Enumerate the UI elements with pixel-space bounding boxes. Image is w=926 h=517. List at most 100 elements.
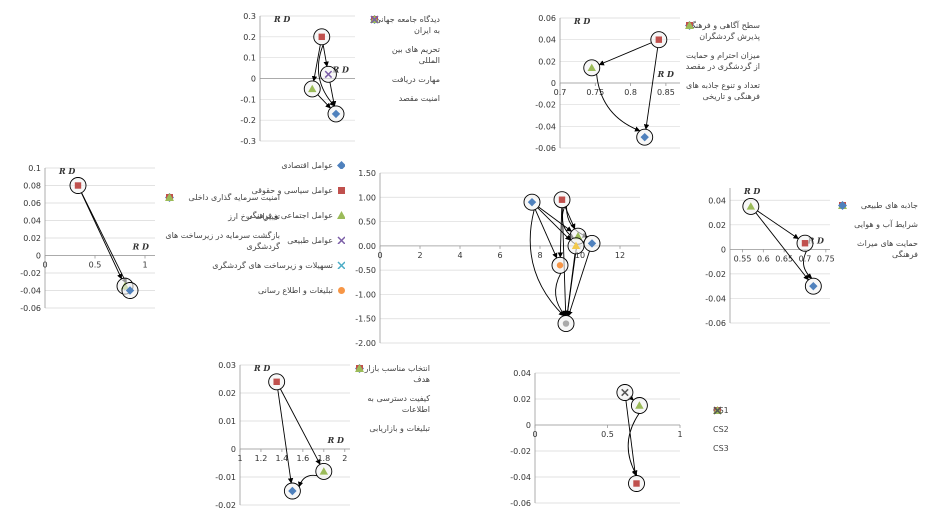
legend-marker-shape — [337, 211, 345, 219]
x-tick-label: 1.8 — [317, 454, 330, 463]
data-point — [801, 240, 809, 247]
chart-bottom-left: 0.03 0.02 0.01 0 -0.01 -0.02 1 1.2 1.4 1.6 1.8 2 R D… — [205, 355, 430, 515]
legend-label: CS2 — [713, 425, 729, 434]
legend-item: شرایط آب و هوایی — [838, 201, 918, 230]
x-tick-label: 0 — [377, 251, 382, 260]
causal-arrow — [755, 212, 809, 281]
legend: سطح آگاهی و فرهنگ پذیرش گردشگران میزان اح… — [685, 20, 760, 110]
legend-marker-shape — [355, 364, 364, 372]
data-point — [527, 197, 537, 207]
legend-marker-shape — [685, 21, 694, 29]
chart-top-center: 0.3 0.2 0.1 0 -0.1 -0.2 -0.3 R D R D دیدگاه جامعه… — [230, 8, 440, 148]
causal-arrow — [803, 250, 813, 279]
x-tick-label: 0.85 — [657, 88, 675, 97]
data-point — [571, 241, 581, 250]
y-tick-label: -0.02 — [510, 447, 531, 456]
legend-item: تبلیغات و بازاریابی — [355, 364, 430, 434]
legend-item: تعداد و تنوع جاذبه های فرهنگی و تاریخی — [685, 21, 760, 102]
data-point — [746, 202, 756, 210]
legend-marker — [337, 236, 345, 244]
legend-label: انتخاب مناسب بازار هدف — [364, 364, 430, 384]
legend-label: تسهیلات و زیرساخت های گردشگری — [212, 261, 333, 270]
y-tick-label: 0 — [231, 445, 236, 454]
data-point — [633, 480, 640, 487]
data-point — [655, 36, 663, 43]
data-point — [587, 239, 597, 248]
x-tick-label: 1.4 — [276, 454, 289, 463]
legend-marker-shape — [337, 236, 345, 244]
y-tick-label: -0.1 — [240, 95, 256, 104]
causal-arrow — [317, 44, 335, 107]
legend-marker — [337, 261, 345, 269]
legend-label: جاذبه های طبیعی — [860, 201, 918, 210]
causal-arrow — [80, 192, 123, 280]
data-point — [125, 286, 135, 295]
y-tick-label: -0.06 — [535, 144, 556, 153]
data-point — [562, 320, 570, 327]
data-point — [74, 182, 82, 189]
legend-marker-shape — [838, 201, 847, 210]
legend-label: تحریم های بین المللی — [391, 45, 440, 65]
x-tick-label: 4 — [457, 251, 462, 260]
x-tick-label: 8 — [537, 251, 542, 260]
legend-label: کیفیت دسترسی به اطلاعات — [367, 394, 430, 414]
y-tick-label: 0.2 — [243, 33, 256, 42]
y-tick-label: 0.06 — [23, 199, 41, 208]
x-tick-label: 6 — [497, 251, 502, 260]
x-tick-label: 0.8 — [624, 88, 637, 97]
y-tick-label: 0.50 — [358, 218, 376, 227]
legend-label: مهارت دریافت — [391, 75, 440, 84]
legend-item: تحریم های بین المللی — [370, 16, 440, 66]
causal-arrow — [567, 250, 590, 317]
causal-arrow — [643, 47, 659, 130]
chart-center: 1.50 1.00 0.50 0.00 -0.50 -1.00 -1.50 -2.00 0 2 4 6… — [345, 165, 670, 350]
causal-arrow — [757, 210, 799, 240]
causal-arrow — [311, 44, 321, 82]
y-tick-label: 0 — [36, 252, 41, 261]
y-tick-label: 0.02 — [23, 234, 41, 243]
axis-title-x: R D — [807, 235, 824, 245]
legend-label: سطح آگاهی و فرهنگ پذیرش گردشگران — [688, 21, 760, 41]
legend-marker — [337, 161, 345, 169]
legend: دیدگاه جامعه جهانی به ایران تحریم های بین… — [370, 14, 440, 112]
y-tick-label: 0.06 — [538, 14, 556, 23]
causal-arrow — [557, 207, 564, 258]
y-tick-label: -0.02 — [705, 270, 726, 279]
chart-bottom-right-svg: 0.040.020-0.02-0.04-0.060 0.5 1 — [510, 369, 682, 508]
data-point — [273, 378, 280, 385]
x-tick-label: 0.6 — [757, 254, 770, 263]
data-point — [324, 70, 333, 79]
legend-label: شرایط آب و هوایی — [854, 220, 918, 229]
legend-label: تبلیغات و اطلاع رسانی — [257, 286, 333, 295]
y-tick-label: 0.04 — [23, 217, 41, 226]
x-tick-label: 2 — [417, 251, 422, 260]
x-tick-label: 0 — [42, 261, 47, 270]
y-tick-label: -0.06 — [20, 304, 41, 313]
causal-arrow — [279, 388, 321, 465]
causal-arrow — [596, 74, 641, 132]
causal-arrow — [625, 400, 638, 477]
x-tick-label: 0.75 — [817, 254, 835, 263]
legend-label: تبلیغات و بازاریابی — [369, 424, 430, 433]
legend-item: میزان احترام و حمایت از گردشگری در مقصد — [685, 22, 760, 72]
y-tick-label: -0.06 — [510, 499, 531, 508]
y-tick-label: 0.02 — [538, 57, 556, 66]
y-tick-label: 1.50 — [358, 169, 376, 178]
y-tick-label: 0.04 — [708, 196, 726, 205]
axis-title-x: R D — [332, 65, 349, 75]
data-point — [556, 262, 564, 269]
causal-arrow — [537, 207, 571, 241]
y-tick-label: -0.04 — [705, 294, 726, 303]
legend-item: حمایت های میراث فرهنگی — [838, 201, 918, 260]
legend-item: مهارت دریافت — [370, 15, 440, 85]
causal-arrow — [534, 209, 558, 259]
causal-arrow — [529, 209, 565, 317]
causal-arrow — [564, 253, 576, 317]
causal-arrow — [277, 389, 294, 484]
x-tick-label: 0.55 — [734, 254, 752, 263]
legend: امنیت سرمایه گذاری داخلی تغییرات نرخ ارز ب… — [165, 192, 280, 260]
x-tick-label: 1.6 — [296, 454, 309, 463]
y-tick-label: 0.03 — [218, 361, 236, 370]
y-tick-label: 0.02 — [513, 395, 531, 404]
